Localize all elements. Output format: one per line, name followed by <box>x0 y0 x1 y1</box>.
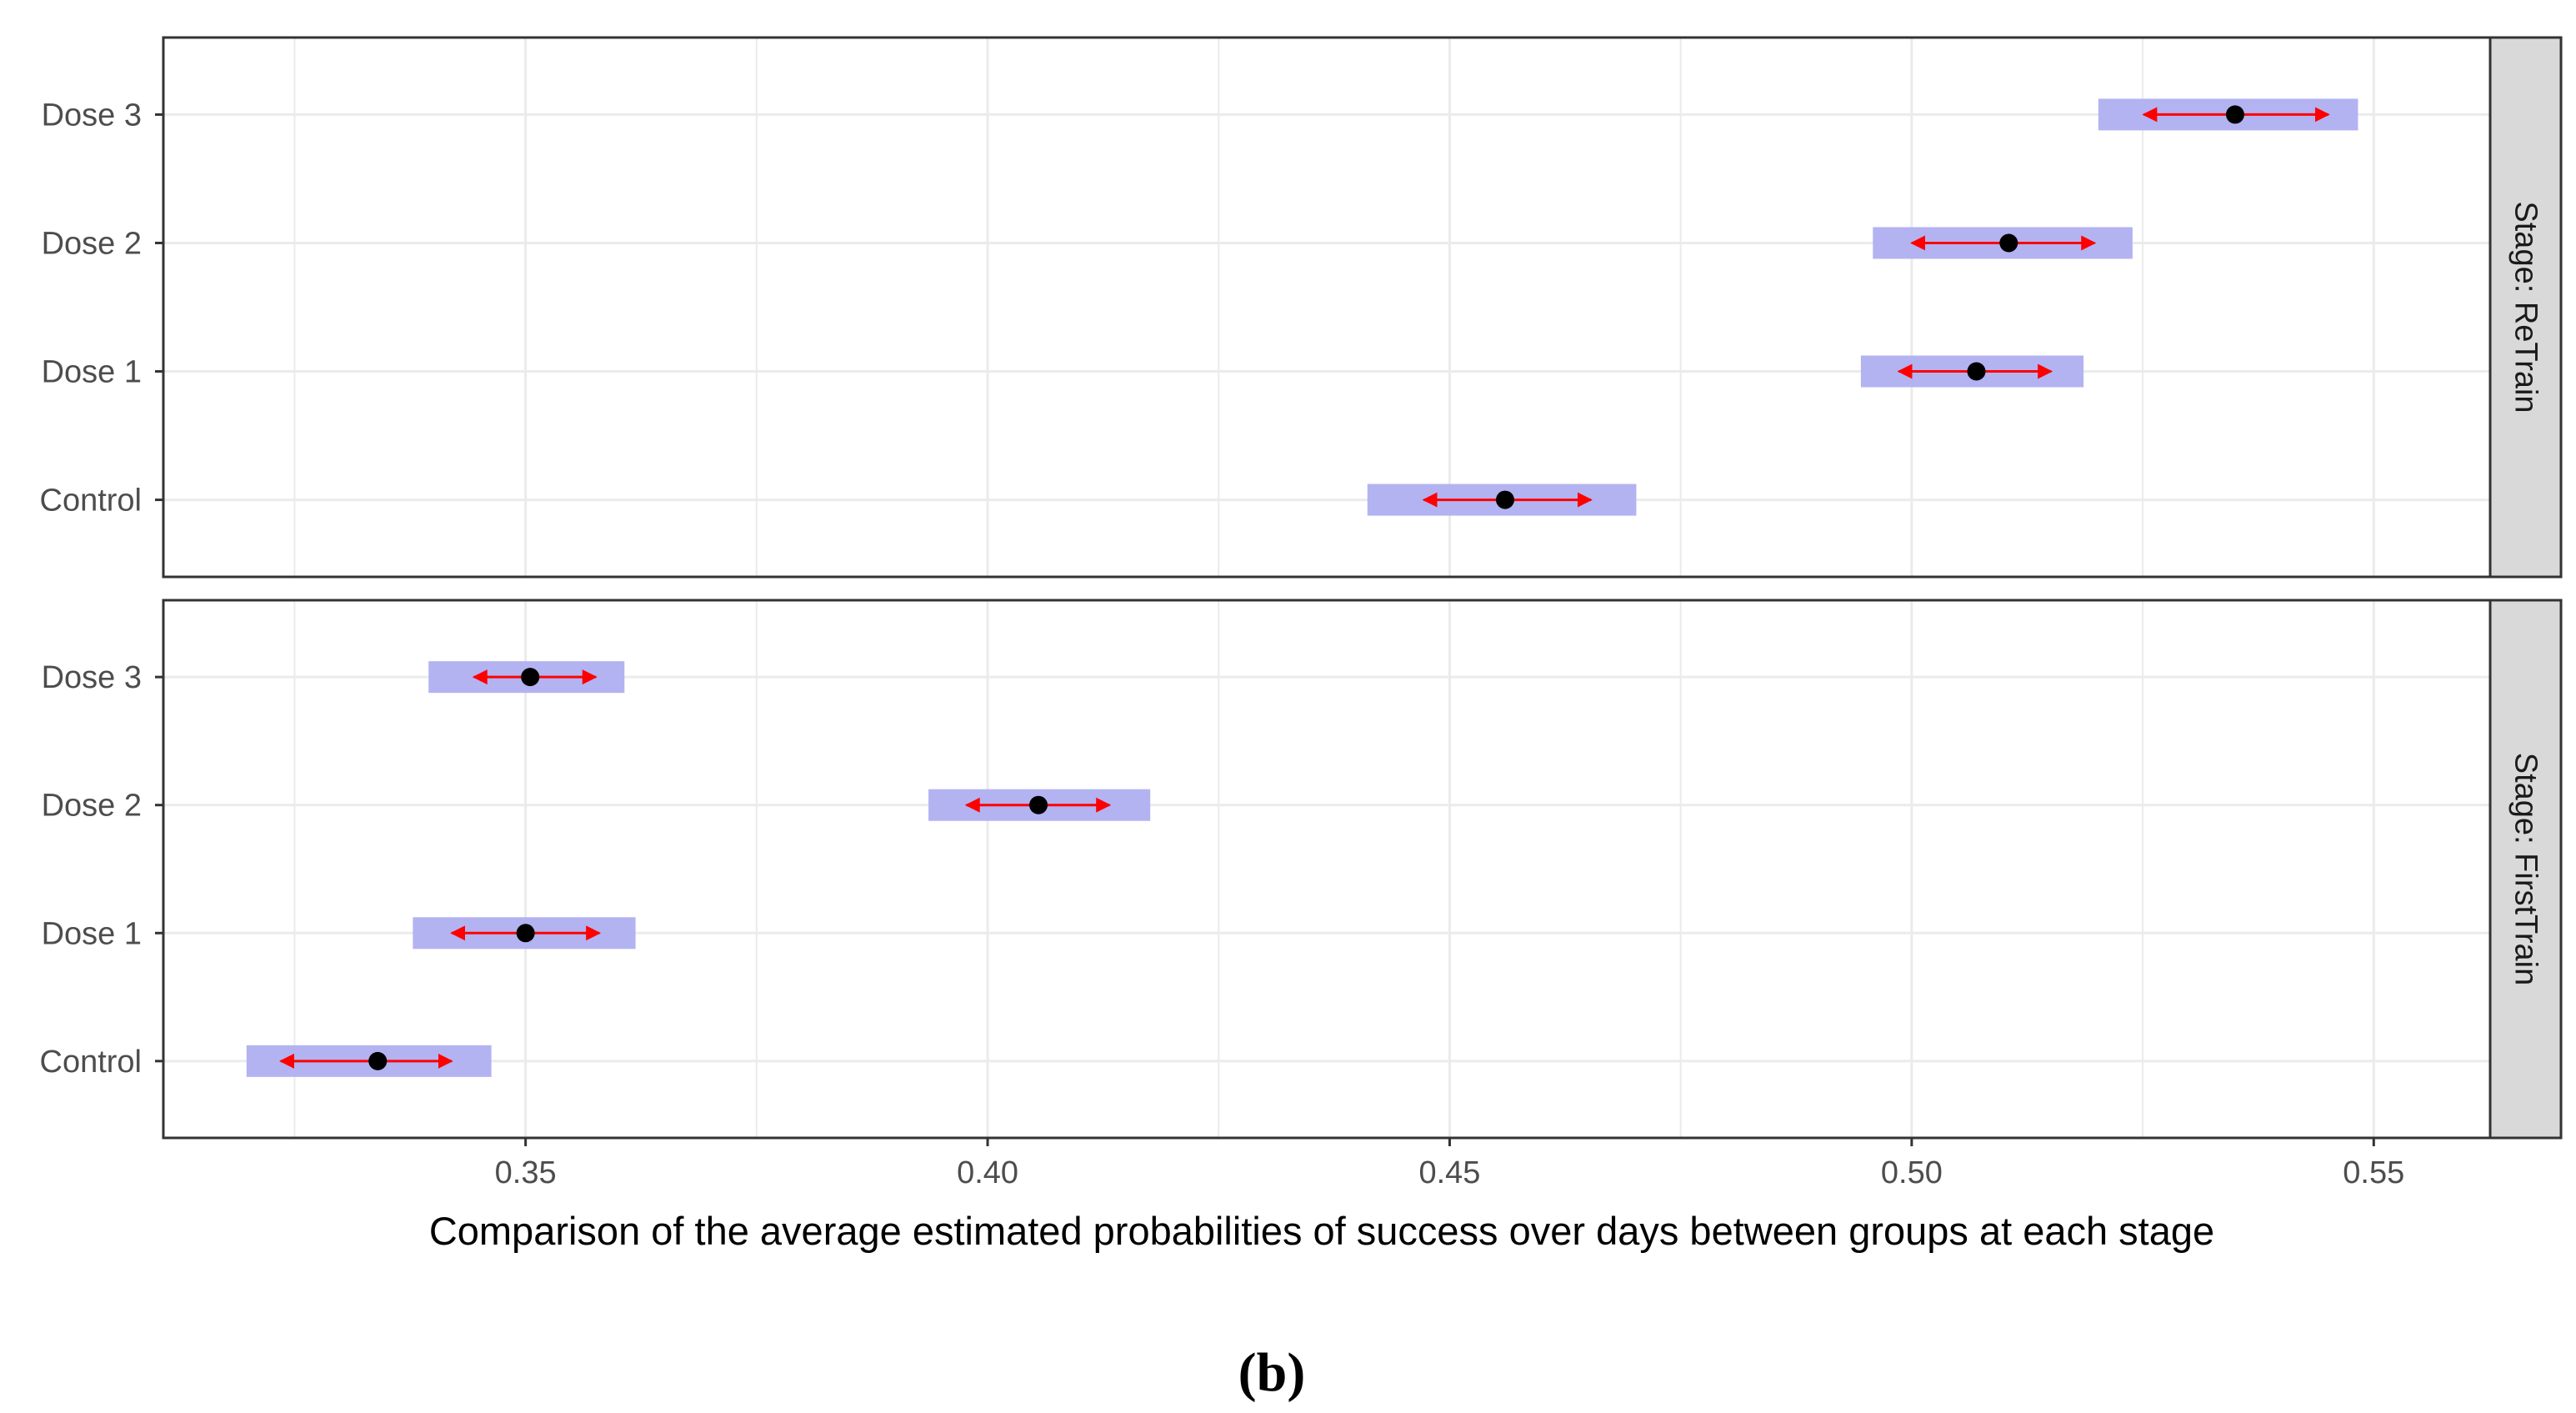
facet-stage-firsttrain: Control Dose 1 Dose 2 Dose 3 Stage: FirstTra… <box>40 599 2563 1140</box>
x-tick-label: 0.55 <box>2343 1155 2404 1190</box>
facet-strip <box>2488 36 2563 579</box>
estimate-point-dose-2 <box>1999 233 2018 253</box>
y-tick-label: Dose 1 <box>42 355 142 390</box>
x-tick-label: 0.45 <box>1418 1155 1480 1190</box>
estimate-point-control <box>368 1051 388 1070</box>
y-tick-label: Dose 1 <box>42 916 142 951</box>
y-tick-label: Dose 2 <box>42 226 142 261</box>
x-tick-label: 0.40 <box>957 1155 1018 1190</box>
panel-tag: (b) <box>1238 1342 1306 1403</box>
x-tick-label: 0.50 <box>1881 1155 1943 1190</box>
estimate-point-dose-1 <box>1967 362 1986 381</box>
estimate-point-control <box>1496 490 1515 509</box>
estimate-point-dose-1 <box>516 924 535 943</box>
facet-strip <box>2488 599 2563 1140</box>
estimate-point-dose-2 <box>1029 795 1048 814</box>
facet-strip-label: Stage: ReTrain <box>2508 201 2543 413</box>
y-tick-label: Dose 2 <box>42 789 142 824</box>
y-tick-label: Control <box>40 1045 143 1080</box>
estimate-point-dose-3 <box>521 668 540 687</box>
x-axis-title: Comparison of the average estimated prob… <box>429 1209 2214 1253</box>
facet-stage-retrain: Control Dose 1 Dose 2 Dose 3 Stage: ReTrain <box>40 36 2563 579</box>
x-axis: 0.35 0.40 0.45 0.50 0.55 <box>495 1138 2404 1190</box>
y-tick-label: Dose 3 <box>42 98 142 133</box>
facet-strip-label: Stage: FirstTrain <box>2508 753 2543 985</box>
estimate-point-dose-3 <box>2225 105 2244 124</box>
y-tick-label: Control <box>40 484 143 519</box>
x-tick-label: 0.35 <box>495 1155 557 1190</box>
y-tick-label: Dose 3 <box>42 660 142 695</box>
